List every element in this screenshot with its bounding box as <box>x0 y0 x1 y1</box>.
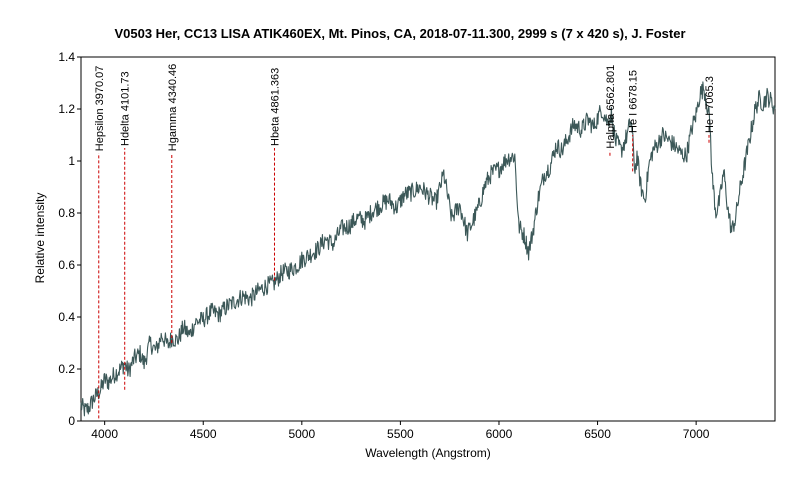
x-tick-label: 6500 <box>584 427 611 441</box>
spectral-line-label: He I 7065.3 <box>704 76 716 133</box>
y-axis-label: Relative intensity <box>33 193 47 284</box>
x-tick-label: 7000 <box>683 427 710 441</box>
spectrum-line <box>80 81 776 417</box>
y-tick-label: 1.4 <box>58 50 75 64</box>
y-tick-label: 0.6 <box>58 258 75 272</box>
x-axis-label: Wavelength (Angstrom) <box>365 446 491 460</box>
spectral-line-label: Hdelta 4101.73 <box>120 71 132 146</box>
y-tick-label: 0.8 <box>58 206 75 220</box>
y-tick-label: 1 <box>68 154 75 168</box>
spectral-line-label: Hbeta 4861.363 <box>269 68 281 146</box>
plot-frame <box>80 56 776 422</box>
spectral-line-label: Hgamma 4340.46 <box>167 64 179 151</box>
y-tick-label: 0.4 <box>58 310 75 324</box>
x-tick-label: 6000 <box>486 427 513 441</box>
plot-area: 4000 4500 5000 5500 6000 6500 7000 0 0.2 0.4 0.6 0.… <box>58 50 776 441</box>
y-tick-label: 1.2 <box>58 102 75 116</box>
chart-title: V0503 Her, CC13 LISA ATIK460EX, Mt. Pino… <box>114 26 685 41</box>
spectral-line-label: Hepsilon 3970.07 <box>94 66 106 152</box>
spectral-line-label: He I 6678.15 <box>628 70 640 133</box>
y-tick-label: 0.2 <box>58 362 75 376</box>
y-tick-label: 0 <box>68 414 75 428</box>
x-tick-label: 4500 <box>190 427 217 441</box>
x-tick-label: 4000 <box>91 427 118 441</box>
x-tick-label: 5000 <box>288 427 315 441</box>
x-tick-label: 5500 <box>387 427 414 441</box>
spectral-line-label: Halpha 6562.801 <box>605 65 617 149</box>
